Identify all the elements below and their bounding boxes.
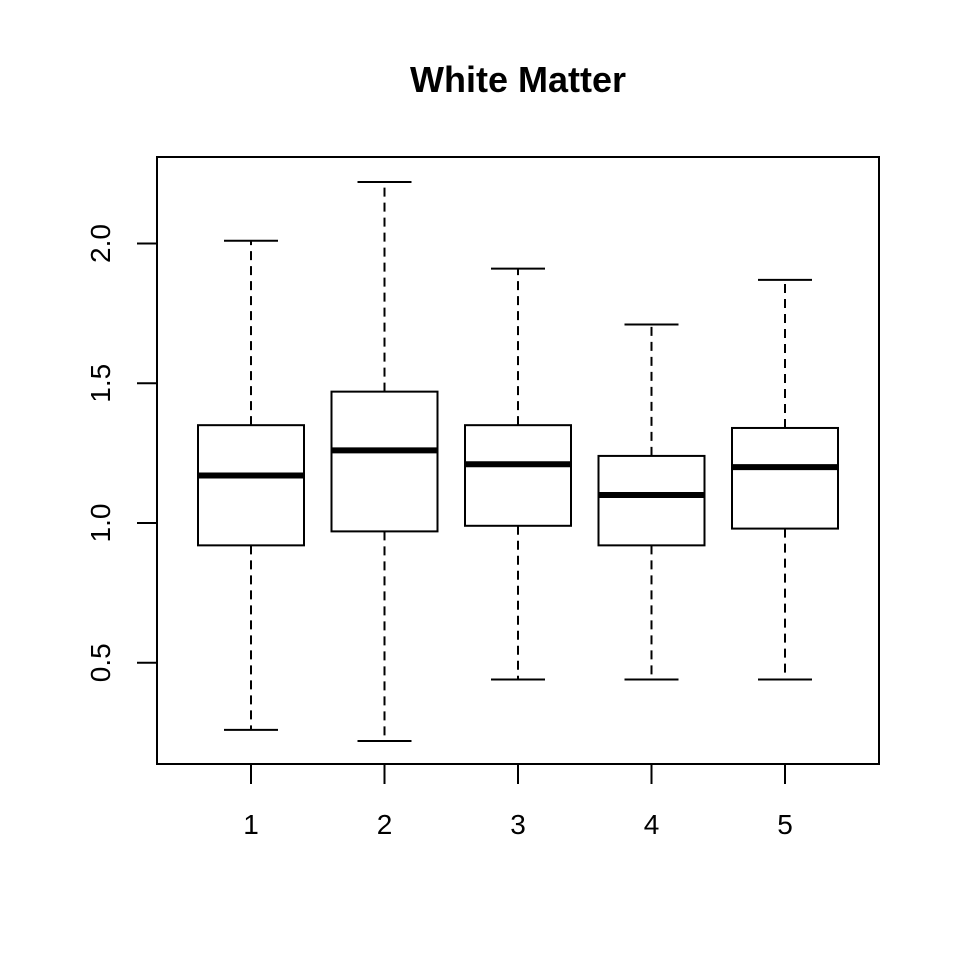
y-tick-label-2: 1.0 bbox=[85, 504, 116, 543]
iqr-box-1 bbox=[197, 424, 305, 547]
chart-title: White Matter bbox=[410, 59, 626, 100]
box-group-2 bbox=[330, 181, 439, 743]
x-tick-label-2: 2 bbox=[377, 809, 393, 840]
x-axis: 1 2 3 4 5 bbox=[243, 764, 793, 840]
iqr-box-2 bbox=[330, 390, 439, 533]
y-tick-label-3: 1.5 bbox=[85, 364, 116, 403]
y-axis: 0.5 1.0 1.5 2.0 bbox=[85, 224, 157, 682]
iqr-box-3 bbox=[464, 424, 572, 527]
box-group-3 bbox=[464, 267, 572, 681]
iqr-box-5 bbox=[731, 426, 839, 530]
x-tick-label-4: 4 bbox=[644, 809, 660, 840]
iqr-box-4 bbox=[597, 454, 706, 547]
box-group-4 bbox=[597, 323, 706, 681]
y-tick-label-4: 2.0 bbox=[85, 224, 116, 263]
x-tick-label-5: 5 bbox=[777, 809, 793, 840]
box-group-5 bbox=[731, 278, 839, 681]
box-group-1 bbox=[197, 239, 305, 731]
y-tick-label-1: 0.5 bbox=[85, 643, 116, 682]
x-tick-label-1: 1 bbox=[243, 809, 259, 840]
box-layer bbox=[197, 181, 839, 743]
x-tick-label-3: 3 bbox=[510, 809, 526, 840]
